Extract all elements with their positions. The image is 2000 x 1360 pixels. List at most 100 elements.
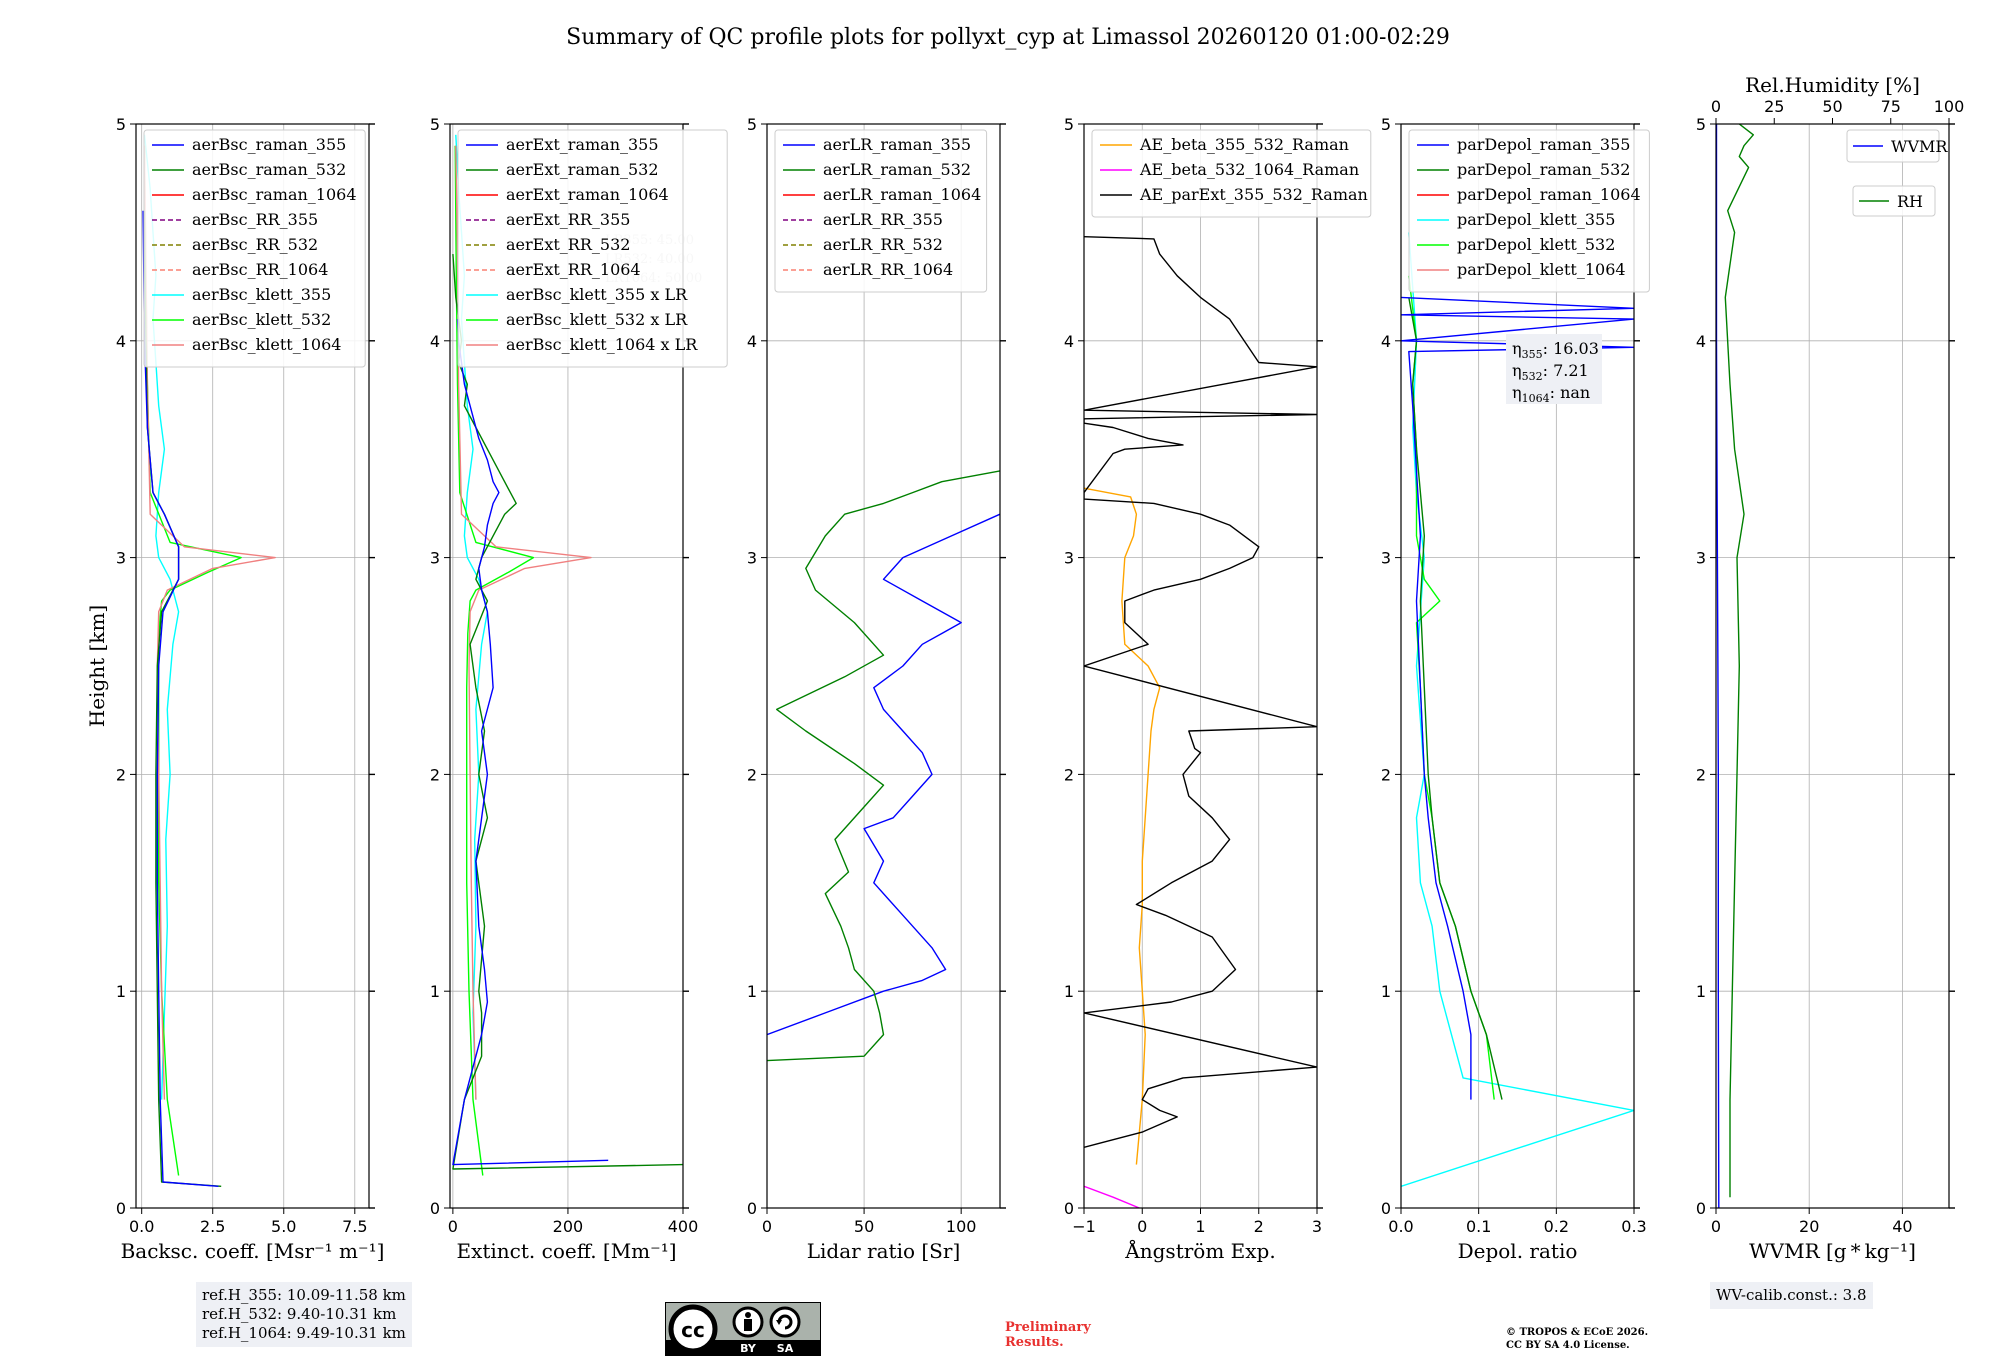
x-tick-label: 0.3 xyxy=(1621,1217,1646,1236)
legend-label: RH xyxy=(1897,192,1923,211)
legend-label: parDepol_klett_1064 xyxy=(1457,260,1626,279)
x-tick-label: 20 xyxy=(1799,1217,1819,1236)
x-tick-label: 0 xyxy=(1137,1217,1147,1236)
x-tick-label: 0 xyxy=(448,1217,458,1236)
by-label: BY xyxy=(740,1342,757,1355)
eta-number: : nan xyxy=(1550,383,1591,402)
legend-label: parDepol_raman_532 xyxy=(1457,160,1630,179)
x-axis-label: Ångström Exp. xyxy=(1124,1238,1275,1263)
series-aerLR_raman_355 xyxy=(767,513,1000,1036)
y-tick-label: 5 xyxy=(747,115,757,134)
y-tick-label: 0 xyxy=(430,1199,440,1218)
preliminary-results-note: Preliminary Results. xyxy=(1005,1320,1091,1350)
legend-label: aerBsc_raman_532 xyxy=(192,160,346,179)
eta-subscript: 1064 xyxy=(1522,392,1550,405)
figure-title: Summary of QC profile plots for pollyxt_… xyxy=(566,25,1450,50)
x-tick-label: 3 xyxy=(1312,1217,1322,1236)
series-aerBsc_klett_1064 xyxy=(143,145,276,1100)
eta-value: η532: 7.21 xyxy=(1512,361,1589,383)
series-group xyxy=(1401,232,1634,1187)
legend-box xyxy=(1408,129,1650,293)
y-tick-label: 2 xyxy=(1064,765,1074,784)
x-tick-label: 1 xyxy=(1195,1217,1205,1236)
axes-frame xyxy=(1715,123,1950,1209)
legend: aerBsc_raman_355 aerBsc_raman_532 aerBsc_r… xyxy=(143,129,366,368)
y-tick-label: 5 xyxy=(1064,115,1074,134)
y-tick-label: 4 xyxy=(1064,332,1074,351)
eta-number: : 7.21 xyxy=(1543,361,1589,380)
y-tick-label: 1 xyxy=(116,982,126,1001)
y-tick-label: 5 xyxy=(116,115,126,134)
legend-label: aerBsc_klett_532 xyxy=(192,310,331,329)
y-tick-label: 1 xyxy=(747,982,757,1001)
series-parDepol_raman_532 xyxy=(1408,297,1503,1100)
y-tick-label: 4 xyxy=(1381,332,1391,351)
legend-label: aerBsc_klett_1064 xyxy=(192,335,341,354)
ref-h-1064: ref.H_1064: 9.49-10.31 km xyxy=(202,1324,406,1342)
y-tick-label: 2 xyxy=(430,765,440,784)
y-tick-label: 3 xyxy=(116,549,126,568)
series-aerBsc_klett_1064 x LR xyxy=(455,145,592,1100)
legend-label: parDepol_klett_532 xyxy=(1457,235,1615,254)
top-x-tick-label: 25 xyxy=(1764,97,1784,116)
top-x-tick-label: 75 xyxy=(1881,97,1901,116)
series-WVMR xyxy=(1716,124,1720,1208)
legend: parDepol_raman_355 parDepol_raman_532 parD… xyxy=(1408,129,1650,293)
y-tick-label: 1 xyxy=(430,982,440,1001)
legend-label: aerBsc_klett_1064 x LR xyxy=(506,335,698,354)
axes-frame xyxy=(449,123,684,1209)
eta-number: : 16.03 xyxy=(1543,339,1599,358)
panel-backscatter: 0.0 2.5 5.0 7.5 0 1 2 3 4 5 Backsc. coeff. [Msr⁻¹ … xyxy=(85,115,702,1263)
series-AE_beta_532_1064_Raman xyxy=(1084,1185,1140,1208)
y-tick-label: 5 xyxy=(1696,115,1706,134)
series-parDepol_klett_355 xyxy=(1401,232,1634,1187)
y-tick-label: 1 xyxy=(1064,982,1074,1001)
y-tick-label: 3 xyxy=(430,549,440,568)
legend-box xyxy=(457,129,728,368)
x-axis-label: Lidar ratio [Sr] xyxy=(807,1239,961,1263)
x-tick-label: 0 xyxy=(1711,1217,1721,1236)
axes-frame xyxy=(766,123,1001,1209)
y-tick-label: 4 xyxy=(747,332,757,351)
x-tick-label: 400 xyxy=(668,1217,699,1236)
series-aerBsc_raman_355 xyxy=(142,210,219,1187)
axes-frame xyxy=(135,123,370,1209)
legend-label: aerLR_RR_532 xyxy=(823,235,943,254)
copyright-line-2: CC BY SA 4.0 License. xyxy=(1506,1340,1630,1351)
panel-extinction: 0 200 400 0 1 2 3 4 5 Extinct. coeff. [Mm⁻¹] aerEx… xyxy=(430,115,728,1263)
svg-text:cc: cc xyxy=(681,1318,705,1342)
legend-label: aerBsc_raman_1064 xyxy=(192,185,357,204)
legend-label: aerLR_raman_1064 xyxy=(823,185,981,204)
preliminary-line-1: Preliminary xyxy=(1005,1320,1091,1335)
series-RH xyxy=(1724,124,1755,1198)
series-AE_beta_355_532_Raman xyxy=(1084,487,1161,1165)
legend-label: WVMR xyxy=(1891,137,1948,156)
x-tick-label: 7.5 xyxy=(342,1217,367,1236)
x-tick-label: 0.0 xyxy=(1388,1217,1413,1236)
y-tick-label: 3 xyxy=(747,549,757,568)
series-AE_parExt_355_532_Raman xyxy=(1084,236,1317,1148)
series-parDepol_raman_355 xyxy=(1401,296,1634,1100)
eta-value: η355: 16.03 xyxy=(1512,339,1599,361)
legend-label: AE_beta_532_1064_Raman xyxy=(1139,160,1359,179)
y-tick-label: 5 xyxy=(430,115,440,134)
legend-label: parDepol_raman_1064 xyxy=(1457,185,1641,204)
series-aerBsc_klett_532 x LR xyxy=(454,145,535,1176)
sa-label: SA xyxy=(777,1342,794,1355)
x-tick-label: −1 xyxy=(1072,1217,1096,1236)
y-tick-label: 2 xyxy=(1696,765,1706,784)
cc-by-sa-license-badge: cc BY SA xyxy=(665,1302,821,1356)
copyright-line-1: © TROPOS & ECoE 2026. xyxy=(1506,1327,1649,1338)
ref-h-355: ref.H_355: 10.09-11.58 km xyxy=(202,1286,406,1304)
wv-calibration-box: WV-calib.const.: 3.8 xyxy=(1710,1282,1873,1309)
legend-label: aerBsc_RR_355 xyxy=(192,210,318,229)
x-tick-label: 5.0 xyxy=(271,1217,296,1236)
series-group xyxy=(767,470,1000,1062)
x-axis-label: Backsc. coeff. [Msr⁻¹ m⁻¹] xyxy=(121,1239,385,1263)
legend: AE_beta_355_532_Raman AE_beta_532_1064_Ra… xyxy=(1091,129,1372,218)
y-tick-label: 5 xyxy=(1381,115,1391,134)
legend-label: aerExt_RR_532 xyxy=(506,235,630,254)
y-tick-label: 0 xyxy=(116,1199,126,1218)
x-tick-label: 100 xyxy=(946,1217,977,1236)
legend-label: aerLR_RR_355 xyxy=(823,210,943,229)
